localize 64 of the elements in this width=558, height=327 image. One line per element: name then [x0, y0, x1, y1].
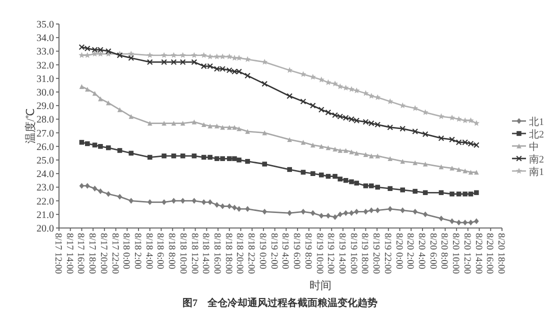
- x-axis-title: 时间: [310, 279, 332, 292]
- x-tick-label: 8/18 2:00: [132, 233, 142, 270]
- x-tick-label: 8/17 20:00: [98, 233, 108, 274]
- y-tick-label: 24.0: [36, 169, 54, 180]
- x-tick-label: 8/18 18:00: [222, 233, 233, 274]
- x-tick-label: 8/19 18:00: [359, 233, 370, 274]
- x-tick-label: 8/18 16:00: [212, 233, 222, 274]
- x-tick-label: 8/17 16:00: [75, 233, 86, 274]
- x-tick-label: 8/18 0:00: [120, 233, 131, 270]
- legend-label: 中: [529, 141, 539, 153]
- x-tick-label: 8/17 22:00: [109, 233, 120, 274]
- y-tick-label: 32.0: [36, 60, 54, 72]
- x-tick-label: 8/19 22:00: [382, 233, 392, 274]
- x-tick-label: 8/20 18:00: [496, 233, 506, 274]
- y-tick-label: 31.0: [36, 74, 54, 85]
- x-tick-label: 8/20 2:00: [404, 233, 415, 270]
- x-tick-label: 8/18 20:00: [234, 233, 244, 274]
- x-tick-label: 8/20 8:00: [438, 233, 449, 270]
- x-tick-label: 8/18 22:00: [246, 233, 256, 274]
- y-tick-label: 26.0: [36, 142, 54, 153]
- x-tick-label: 8/19 4:00: [280, 233, 290, 270]
- x-tick-label: 8/18 6:00: [154, 233, 165, 270]
- x-tick-label: 8/20 6:00: [427, 233, 438, 270]
- x-tick-label: 8/20 16:00: [484, 233, 494, 274]
- y-tick-label: 20.0: [36, 224, 54, 234]
- y-tick-label: 25.0: [36, 156, 54, 166]
- y-tick-label: 22.0: [36, 196, 54, 208]
- x-tick-label: 8/18 14:00: [200, 233, 210, 274]
- x-tick-label: 8/20 14:00: [472, 233, 483, 274]
- x-tick-label: 8/17 14:00: [64, 233, 74, 274]
- legend-label: 南2: [529, 154, 544, 166]
- x-tick-label: 8/20 12:00: [461, 233, 472, 274]
- legend-label: 南1: [529, 166, 544, 178]
- x-tick-label: 8/19 20:00: [370, 233, 381, 274]
- x-tick-label: 8/17 12:00: [52, 233, 62, 274]
- legend-label: 北1: [529, 116, 544, 128]
- y-axis-title: 温度/℃: [24, 108, 37, 144]
- x-tick-label: 8/19 14:00: [336, 233, 346, 274]
- x-tick-label: 8/19 2:00: [268, 233, 278, 270]
- y-tick-label: 35.0: [36, 20, 54, 30]
- x-tick-label: 8/18 4:00: [143, 233, 154, 270]
- x-tick-label: 8/19 10:00: [314, 233, 324, 274]
- y-tick-label: 27.0: [36, 128, 54, 140]
- y-tick-label: 34.0: [36, 33, 54, 44]
- y-tick-label: 33.0: [36, 46, 54, 58]
- x-tick-label: 8/19 6:00: [291, 233, 302, 270]
- x-tick-label: 8/20 4:00: [416, 233, 426, 270]
- x-tick-label: 8/17 18:00: [86, 233, 97, 274]
- x-tick-label: 8/19 8:00: [302, 233, 312, 270]
- text: 图7 全仓冷却通风过程各截面粮温变化趋势: [182, 297, 378, 309]
- y-tick-label: 30.0: [36, 88, 54, 98]
- x-tick-label: 8/20 10:00: [450, 233, 460, 274]
- x-tick-label: 8/18 10:00: [177, 233, 188, 274]
- y-tick-label: 23.0: [36, 182, 54, 194]
- legend-label: 北2: [529, 128, 544, 140]
- x-tick-label: 8/19 0:00: [256, 233, 267, 270]
- x-tick-label: 8/19 12:00: [325, 233, 336, 274]
- y-tick-label: 21.0: [36, 210, 54, 221]
- x-tick-label: 8/18 12:00: [188, 233, 199, 274]
- x-tick-label: 8/20 0:00: [393, 233, 404, 270]
- y-tick-label: 29.0: [36, 101, 54, 112]
- x-tick-label: 8/19 16:00: [348, 233, 358, 274]
- y-tick-label: 28.0: [36, 114, 54, 126]
- x-tick-label: 8/18 8:00: [166, 233, 176, 270]
